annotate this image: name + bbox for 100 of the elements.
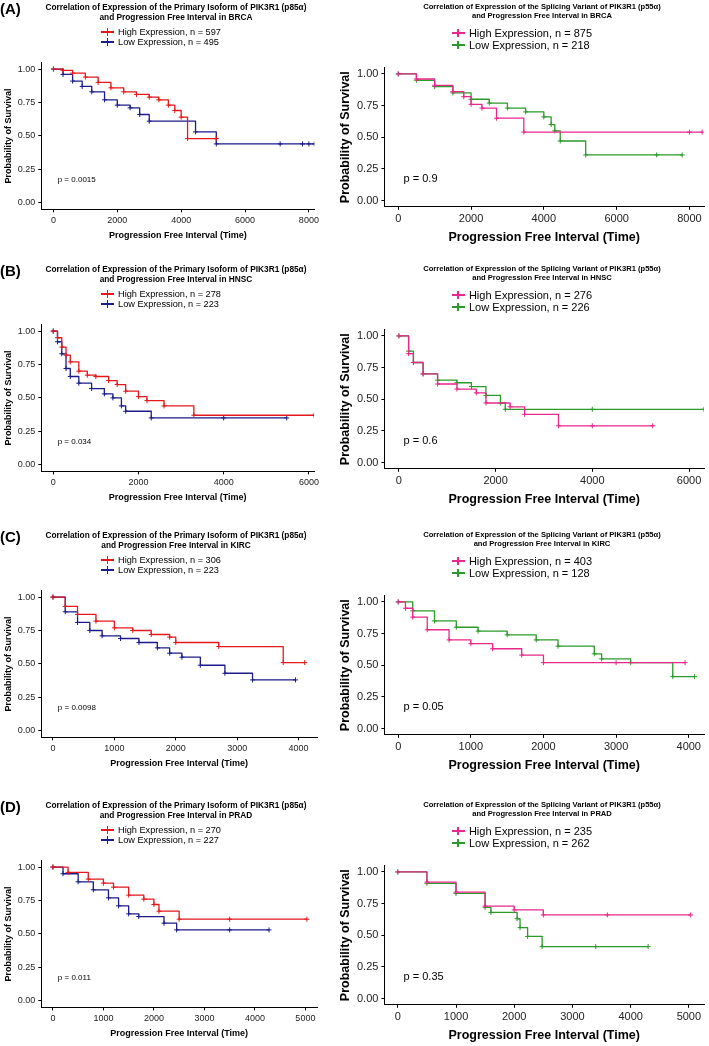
x-tick-label: 4000 xyxy=(244,1013,265,1024)
x-axis-title: Progression Free Interval (Time) xyxy=(448,491,640,506)
y-axis-title: Probability of Survival xyxy=(337,599,352,732)
y-axis-title: Probability of Survival xyxy=(337,333,352,466)
y-tick-label: 1.00 xyxy=(17,325,36,336)
x-tick-label: 0 xyxy=(395,474,402,487)
x-tick-label: 6000 xyxy=(676,474,702,487)
y-tick-label: 0.00 xyxy=(356,455,379,468)
y-tick-label: 1.00 xyxy=(356,66,379,79)
y-tick-label: 0.75 xyxy=(356,360,379,373)
legend-label: High Expression, n = 306 xyxy=(118,555,221,565)
y-tick-label: 1.00 xyxy=(17,591,36,602)
y-tick-label: 0.00 xyxy=(356,721,379,734)
x-tick-label: 0 xyxy=(50,743,56,754)
annotation: p = 0.011 xyxy=(57,973,92,983)
y-tick-label: 0.75 xyxy=(17,358,36,369)
x-axis-title: Progression Free Interval (Time) xyxy=(448,1027,640,1042)
y-tick-label: 0.25 xyxy=(17,691,36,702)
x-axis-title: Progression Free Interval (Time) xyxy=(448,229,640,244)
x-tick-label: 4000 xyxy=(676,740,701,753)
legend-label: High Expression, n = 270 xyxy=(118,825,221,835)
x-tick-label: 2000 xyxy=(165,743,186,754)
legend-label: Low Expression, n = 218 xyxy=(468,39,590,51)
y-tick-label: 1.00 xyxy=(356,328,379,341)
legend-label: Low Expression, n = 262 xyxy=(468,837,590,849)
x-tick-label: 4000 xyxy=(213,477,234,488)
y-tick-label: 0.75 xyxy=(17,96,36,107)
chart-title: Correlation of Expression of the Primary Isoform of PIK3R1 (p85α) and Progression Free Interval in PRAD xyxy=(44,800,308,821)
y-axis-title: Probability of Survival xyxy=(2,886,13,982)
legend-label: Low Expression, n = 226 xyxy=(468,301,590,313)
x-tick-label: 2000 xyxy=(501,1010,527,1023)
y-axis-title: Probability of Survival xyxy=(337,869,352,1002)
annotation: p = 0.0015 xyxy=(57,175,97,185)
x-tick-label: 0 xyxy=(50,215,56,226)
y-tick-label: 0.00 xyxy=(17,995,36,1006)
text: (A) xyxy=(0,0,21,17)
annotation: p = 0.034 xyxy=(57,437,92,447)
chart-title: Correlation of Expression of the Primary Isoform of PIK3R1 (p85α) and Progression Free Interval in KIRC xyxy=(44,530,308,551)
y-tick-label: 0.25 xyxy=(356,689,379,702)
x-tick-label: 3000 xyxy=(194,1013,215,1024)
y-tick-label: 0.25 xyxy=(356,959,379,972)
text: (B) xyxy=(0,262,21,279)
text: (D) xyxy=(0,798,21,815)
y-tick-label: 1.00 xyxy=(356,864,379,877)
y-tick-label: 0.00 xyxy=(17,459,36,470)
legend-label: Low Expression, n = 227 xyxy=(118,835,219,845)
chart-title: Correlation of Expression of the Primary Isoform of PIK3R1 (p85α) and Progression Free Interval in BRCA xyxy=(44,2,308,23)
y-tick-label: 0.50 xyxy=(17,658,36,669)
x-tick-label: 4000 xyxy=(580,474,605,487)
x-tick-label: 6000 xyxy=(298,477,319,488)
y-tick-label: 0.00 xyxy=(356,193,379,206)
annotation: p = 0.0098 xyxy=(57,703,97,713)
y-tick-label: 0.50 xyxy=(17,130,36,141)
legend-label: High Expression, n = 276 xyxy=(468,289,593,301)
y-tick-label: 0.25 xyxy=(356,161,379,174)
x-tick-label: 0 xyxy=(50,477,56,488)
y-axis-title: Probability of Survival xyxy=(2,350,13,446)
x-tick-label: 8000 xyxy=(298,215,319,226)
legend-label: High Expression, n = 278 xyxy=(118,289,221,299)
legend-label: High Expression, n = 875 xyxy=(468,27,593,39)
x-axis-title: Progression Free Interval (Time) xyxy=(108,230,247,241)
x-tick-label: 8000 xyxy=(677,212,702,225)
y-tick-label: 0.75 xyxy=(356,626,379,639)
legend-label: Low Expression, n = 495 xyxy=(118,37,219,47)
x-tick-label: 2000 xyxy=(107,215,128,226)
y-tick-label: 0.00 xyxy=(356,991,379,1004)
y-tick-label: 0.50 xyxy=(17,928,36,939)
y-tick-label: 0.50 xyxy=(17,392,36,403)
chart-title: Correlation of Expression of the Primary Isoform of PIK3R1 (p85α) and Progression Free Interval in HNSC xyxy=(44,264,308,285)
x-tick-label: 6000 xyxy=(604,212,629,225)
x-axis-title: Progression Free Interval (Time) xyxy=(110,758,249,769)
y-tick-label: 0.25 xyxy=(17,163,36,174)
x-tick-label: 2000 xyxy=(458,212,484,225)
y-tick-label: 0.50 xyxy=(356,392,379,405)
x-tick-label: 5000 xyxy=(676,1010,702,1023)
y-tick-label: 0.50 xyxy=(356,658,379,671)
legend-label: High Expression, n = 403 xyxy=(468,555,593,567)
x-tick-label: 2000 xyxy=(531,740,556,753)
legend-label: Low Expression, n = 128 xyxy=(468,567,590,579)
x-tick-label: 0 xyxy=(395,212,402,225)
y-tick-label: 0.75 xyxy=(17,624,36,635)
annotation: p = 0.9 xyxy=(403,171,438,184)
x-tick-label: 1000 xyxy=(104,743,125,754)
x-axis-title: Progression Free Interval (Time) xyxy=(110,1028,249,1039)
x-axis-title: Progression Free Interval (Time) xyxy=(108,492,247,503)
y-tick-label: 0.75 xyxy=(356,896,379,909)
x-tick-label: 1000 xyxy=(93,1013,114,1024)
x-tick-label: 0 xyxy=(394,1010,401,1023)
y-tick-label: 0.25 xyxy=(356,423,379,436)
x-tick-label: 0 xyxy=(50,1013,56,1024)
annotation: p = 0.35 xyxy=(403,969,444,982)
y-tick-label: 0.75 xyxy=(17,894,36,905)
x-tick-label: 2000 xyxy=(128,477,149,488)
y-axis-title: Probability of Survival xyxy=(337,71,352,204)
x-tick-label: 3000 xyxy=(560,1010,585,1023)
x-tick-label: 1000 xyxy=(458,740,484,753)
legend-label: Low Expression, n = 223 xyxy=(118,299,219,309)
y-tick-label: 0.50 xyxy=(356,928,379,941)
x-tick-label: 0 xyxy=(395,740,402,753)
y-axis-title: Probability of Survival xyxy=(2,616,13,712)
